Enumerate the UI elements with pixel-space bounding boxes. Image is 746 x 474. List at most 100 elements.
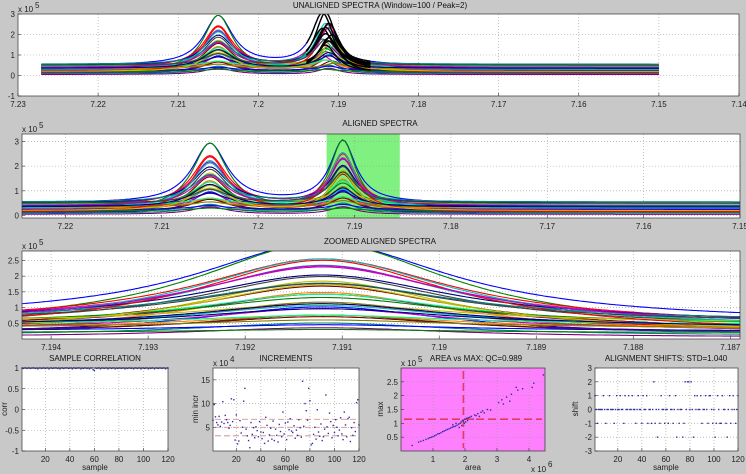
plot-title: SAMPLE CORRELATION [49,354,141,363]
data-point [722,408,725,411]
data-point [599,408,601,411]
data-point [642,394,644,397]
data-point [294,437,296,439]
data-point [343,411,345,413]
data-point [613,422,615,425]
data-point [686,381,689,383]
x-tick-label: 100 [137,455,151,464]
data-point [521,388,524,390]
data-point [143,367,146,370]
x-tick-label: 40 [65,455,74,464]
data-point [736,408,738,411]
data-point [250,421,252,424]
data-point [649,408,651,411]
data-point [694,394,696,397]
data-point [289,418,291,420]
data-point [654,422,656,425]
data-point [326,426,328,428]
data-point [437,433,439,435]
data-point [597,408,600,411]
data-point [34,367,37,370]
data-point [249,446,251,449]
data-point [314,426,316,428]
data-point [285,438,288,441]
spectrum-line [22,266,740,318]
data-point [333,431,336,434]
data-point [284,422,287,424]
data-point [650,422,653,425]
data-point [293,425,295,427]
spectrum-line [22,319,740,328]
data-point [624,394,626,397]
spectrum-line [22,322,740,335]
data-point [334,418,337,421]
data-point [670,408,672,411]
x-tick-label: 3 [495,455,500,464]
data-point [315,438,317,440]
y-axis-label: max [376,401,385,416]
x-tick-label: 100 [707,455,721,464]
x-tick-label: 120 [161,455,175,464]
spectrum-line [22,206,740,215]
data-point [37,368,39,370]
data-point [725,422,727,425]
data-point [353,421,355,424]
spectrum-line [22,283,740,319]
y-axis-label: shift [571,401,580,416]
x-tick-label: 4 [527,455,532,464]
data-point [689,408,691,411]
data-point [260,431,262,433]
data-point [228,427,230,429]
axes-frame [212,367,360,452]
spectrum-line [22,251,740,314]
y-axis-multiplier: x 10 [22,125,38,134]
data-point [435,434,437,436]
data-point [67,367,70,370]
data-point [486,408,489,411]
spectrum-line [22,303,740,326]
data-point [352,434,354,437]
data-point [470,415,473,418]
data-point [451,426,453,428]
x-tick-label: 20 [41,455,50,464]
data-point [99,368,102,370]
data-point [432,435,434,438]
y-tick-label: 3 [588,364,593,373]
data-point [120,367,123,370]
data-point [708,394,710,397]
data-point [427,437,429,440]
x-tick-label: 7.194 [41,343,62,352]
y-tick-label: 2.5 [8,256,20,265]
x-tick-label: 80 [114,455,123,464]
spectrum-line [22,172,740,212]
x-tick-label: 7.22 [58,222,74,231]
axes-frame [21,133,741,219]
data-point [660,394,662,397]
y-tick-label: 1 [588,392,593,401]
x-tick-label: 7.15 [732,222,746,231]
data-point [677,408,679,411]
data-point [269,427,272,429]
data-point [695,408,697,411]
data-point [235,414,238,416]
data-point [241,426,244,428]
data-point [331,437,333,439]
data-point [718,408,720,411]
data-point [510,393,513,395]
x-axis-label: sample [82,463,108,472]
data-point [662,408,665,411]
data-point [607,408,609,411]
data-point [309,400,311,402]
x-tick-label: 7.193 [138,343,159,352]
data-point [93,369,96,372]
data-point [157,367,159,370]
data-point [638,408,641,411]
data-point [88,368,91,370]
data-point [218,415,220,418]
data-point [86,367,88,370]
window-spectrum-line [306,32,371,64]
data-point [621,408,624,411]
data-point [272,420,274,422]
plot-area [213,368,359,451]
y-tick-label: 2 [15,272,20,281]
